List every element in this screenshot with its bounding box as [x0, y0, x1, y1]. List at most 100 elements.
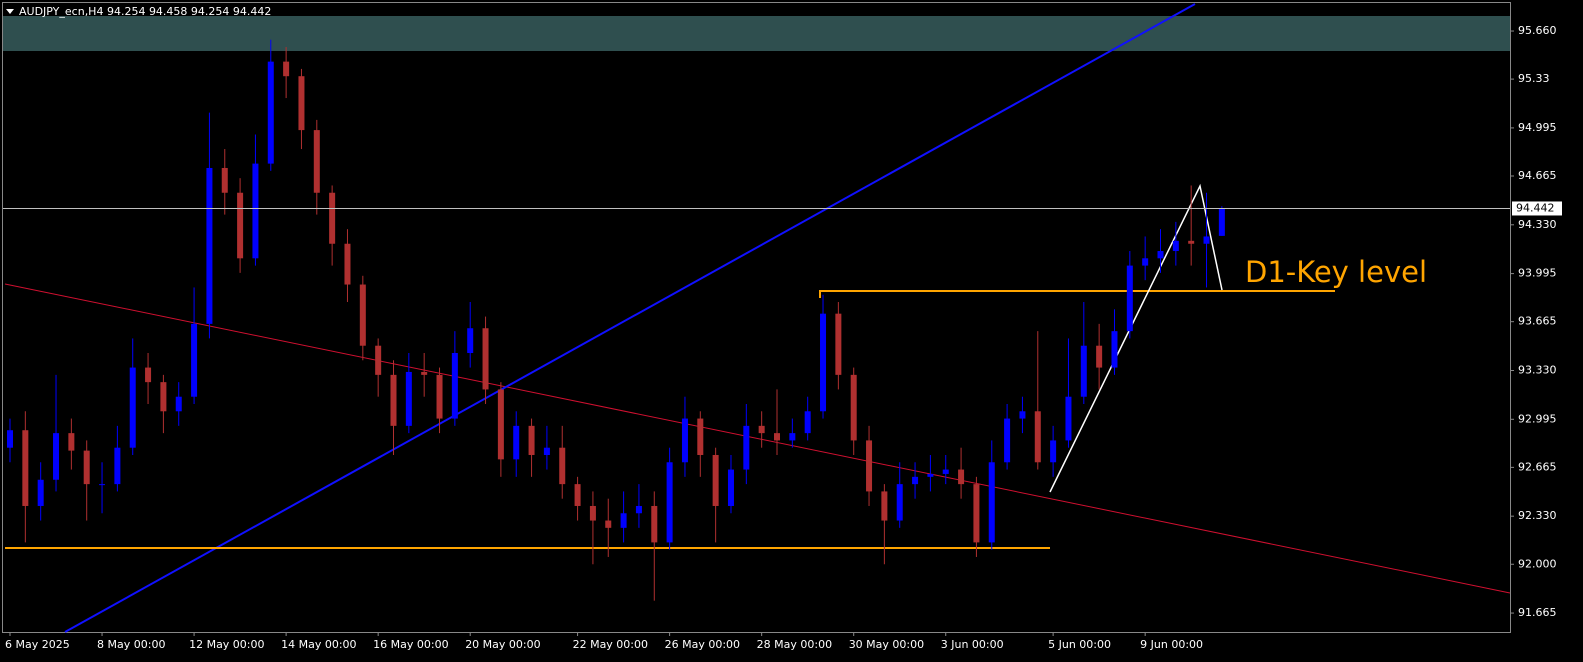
triangle-pattern: [1049, 183, 1223, 493]
candle-body: [83, 450, 90, 485]
candle-body: [390, 374, 397, 426]
trend-line-red: [4, 283, 1511, 594]
candle-body: [1096, 345, 1103, 368]
candle-body: [912, 476, 919, 485]
candle-body: [1034, 411, 1041, 463]
candle-body: [973, 484, 980, 543]
candle-body: [1157, 251, 1164, 259]
candle-body: [1172, 240, 1179, 252]
x-tick-label: 14 May 00:00: [281, 638, 356, 651]
candle-body: [313, 130, 320, 193]
candle-body: [820, 313, 827, 412]
candle-body: [1019, 411, 1026, 419]
x-tick-label: 5 Jun 00:00: [1048, 638, 1111, 651]
candle-body: [1004, 418, 1011, 463]
candle-body: [635, 505, 642, 514]
candle-body: [942, 469, 949, 474]
candle-body: [528, 425, 535, 455]
candle-body: [697, 418, 704, 455]
candle-body: [114, 447, 121, 485]
candle-body: [206, 167, 213, 324]
candle-body: [283, 61, 290, 77]
x-tick-label: 20 May 00:00: [465, 638, 540, 651]
candle-body: [329, 192, 336, 244]
candle-body: [1080, 345, 1087, 397]
y-tick-label: 91.665: [1518, 606, 1557, 619]
y-tick-label: 95.33: [1518, 72, 1550, 85]
candle-body: [344, 243, 351, 285]
x-tick-label: 26 May 00:00: [665, 638, 740, 651]
y-tick-label: 94.995: [1518, 121, 1557, 134]
x-tick-label: 12 May 00:00: [189, 638, 264, 651]
candle-body: [727, 469, 734, 506]
y-tick-label: 93.995: [1518, 267, 1557, 280]
candle-body: [482, 328, 489, 390]
candle-body: [789, 433, 796, 441]
candle-body: [237, 192, 244, 259]
candle-body: [267, 61, 274, 164]
candle-body: [850, 374, 857, 441]
candle-body: [681, 418, 688, 463]
candle-body: [866, 440, 873, 492]
candle-body: [513, 425, 520, 460]
y-tick-label: 92.995: [1518, 412, 1557, 425]
y-tick-label: 93.330: [1518, 363, 1557, 376]
candle-body: [1111, 331, 1118, 368]
key-level-annotation: D1-Key level: [1245, 255, 1427, 289]
trend-line-blue: [64, 3, 1196, 633]
candle-body: [804, 411, 811, 434]
candle-body: [451, 353, 458, 419]
candle-body: [99, 484, 106, 486]
candle-body: [758, 425, 765, 434]
candle-body: [175, 396, 182, 412]
candle-body: [605, 520, 612, 528]
plot-frame: [2, 2, 1511, 633]
x-tick-label: 22 May 00:00: [573, 638, 648, 651]
candle-body: [405, 371, 412, 426]
supply-zone: [3, 16, 1510, 51]
candle-body: [129, 367, 136, 448]
x-tick-label: 9 Jun 00:00: [1140, 638, 1203, 651]
x-tick-label: 30 May 00:00: [849, 638, 924, 651]
candle-body: [497, 389, 504, 460]
candle-body: [1126, 265, 1133, 332]
candle-body: [160, 382, 167, 412]
candle-body: [896, 484, 903, 521]
candle-body: [298, 76, 305, 131]
y-tick-label: 92.330: [1518, 509, 1557, 522]
candle-body: [436, 374, 443, 419]
candle-body: [359, 284, 366, 346]
x-tick-label: 16 May 00:00: [373, 638, 448, 651]
candle-body: [1065, 396, 1072, 441]
candle-body: [620, 513, 627, 528]
candle-body: [1188, 240, 1195, 244]
candle-body: [712, 454, 719, 506]
candle-body: [68, 433, 75, 451]
key-level-line: [819, 290, 1335, 298]
candle-body: [1218, 208, 1225, 236]
candle-body: [221, 167, 228, 193]
candle-body: [651, 505, 658, 543]
y-tick-label: 93.665: [1518, 315, 1557, 328]
y-tick-label: 94.665: [1518, 169, 1557, 182]
candle-body: [37, 479, 44, 506]
candle-body: [22, 430, 29, 506]
candle-body: [145, 367, 152, 383]
candle-body: [1050, 440, 1057, 463]
price-label-box: [1512, 201, 1562, 216]
candle-body: [666, 462, 673, 543]
candle-body: [835, 313, 842, 375]
candle-body: [958, 469, 965, 485]
candle-body: [375, 345, 382, 375]
x-tick-label: 6 May 2025: [5, 638, 70, 651]
y-tick-label: 92.000: [1518, 557, 1557, 570]
candle-body: [421, 371, 428, 375]
candle-body: [988, 462, 995, 543]
candle-body: [743, 425, 750, 470]
candle-body: [7, 430, 13, 448]
y-tick-label: 95.660: [1518, 24, 1557, 37]
candle-body: [559, 447, 566, 485]
